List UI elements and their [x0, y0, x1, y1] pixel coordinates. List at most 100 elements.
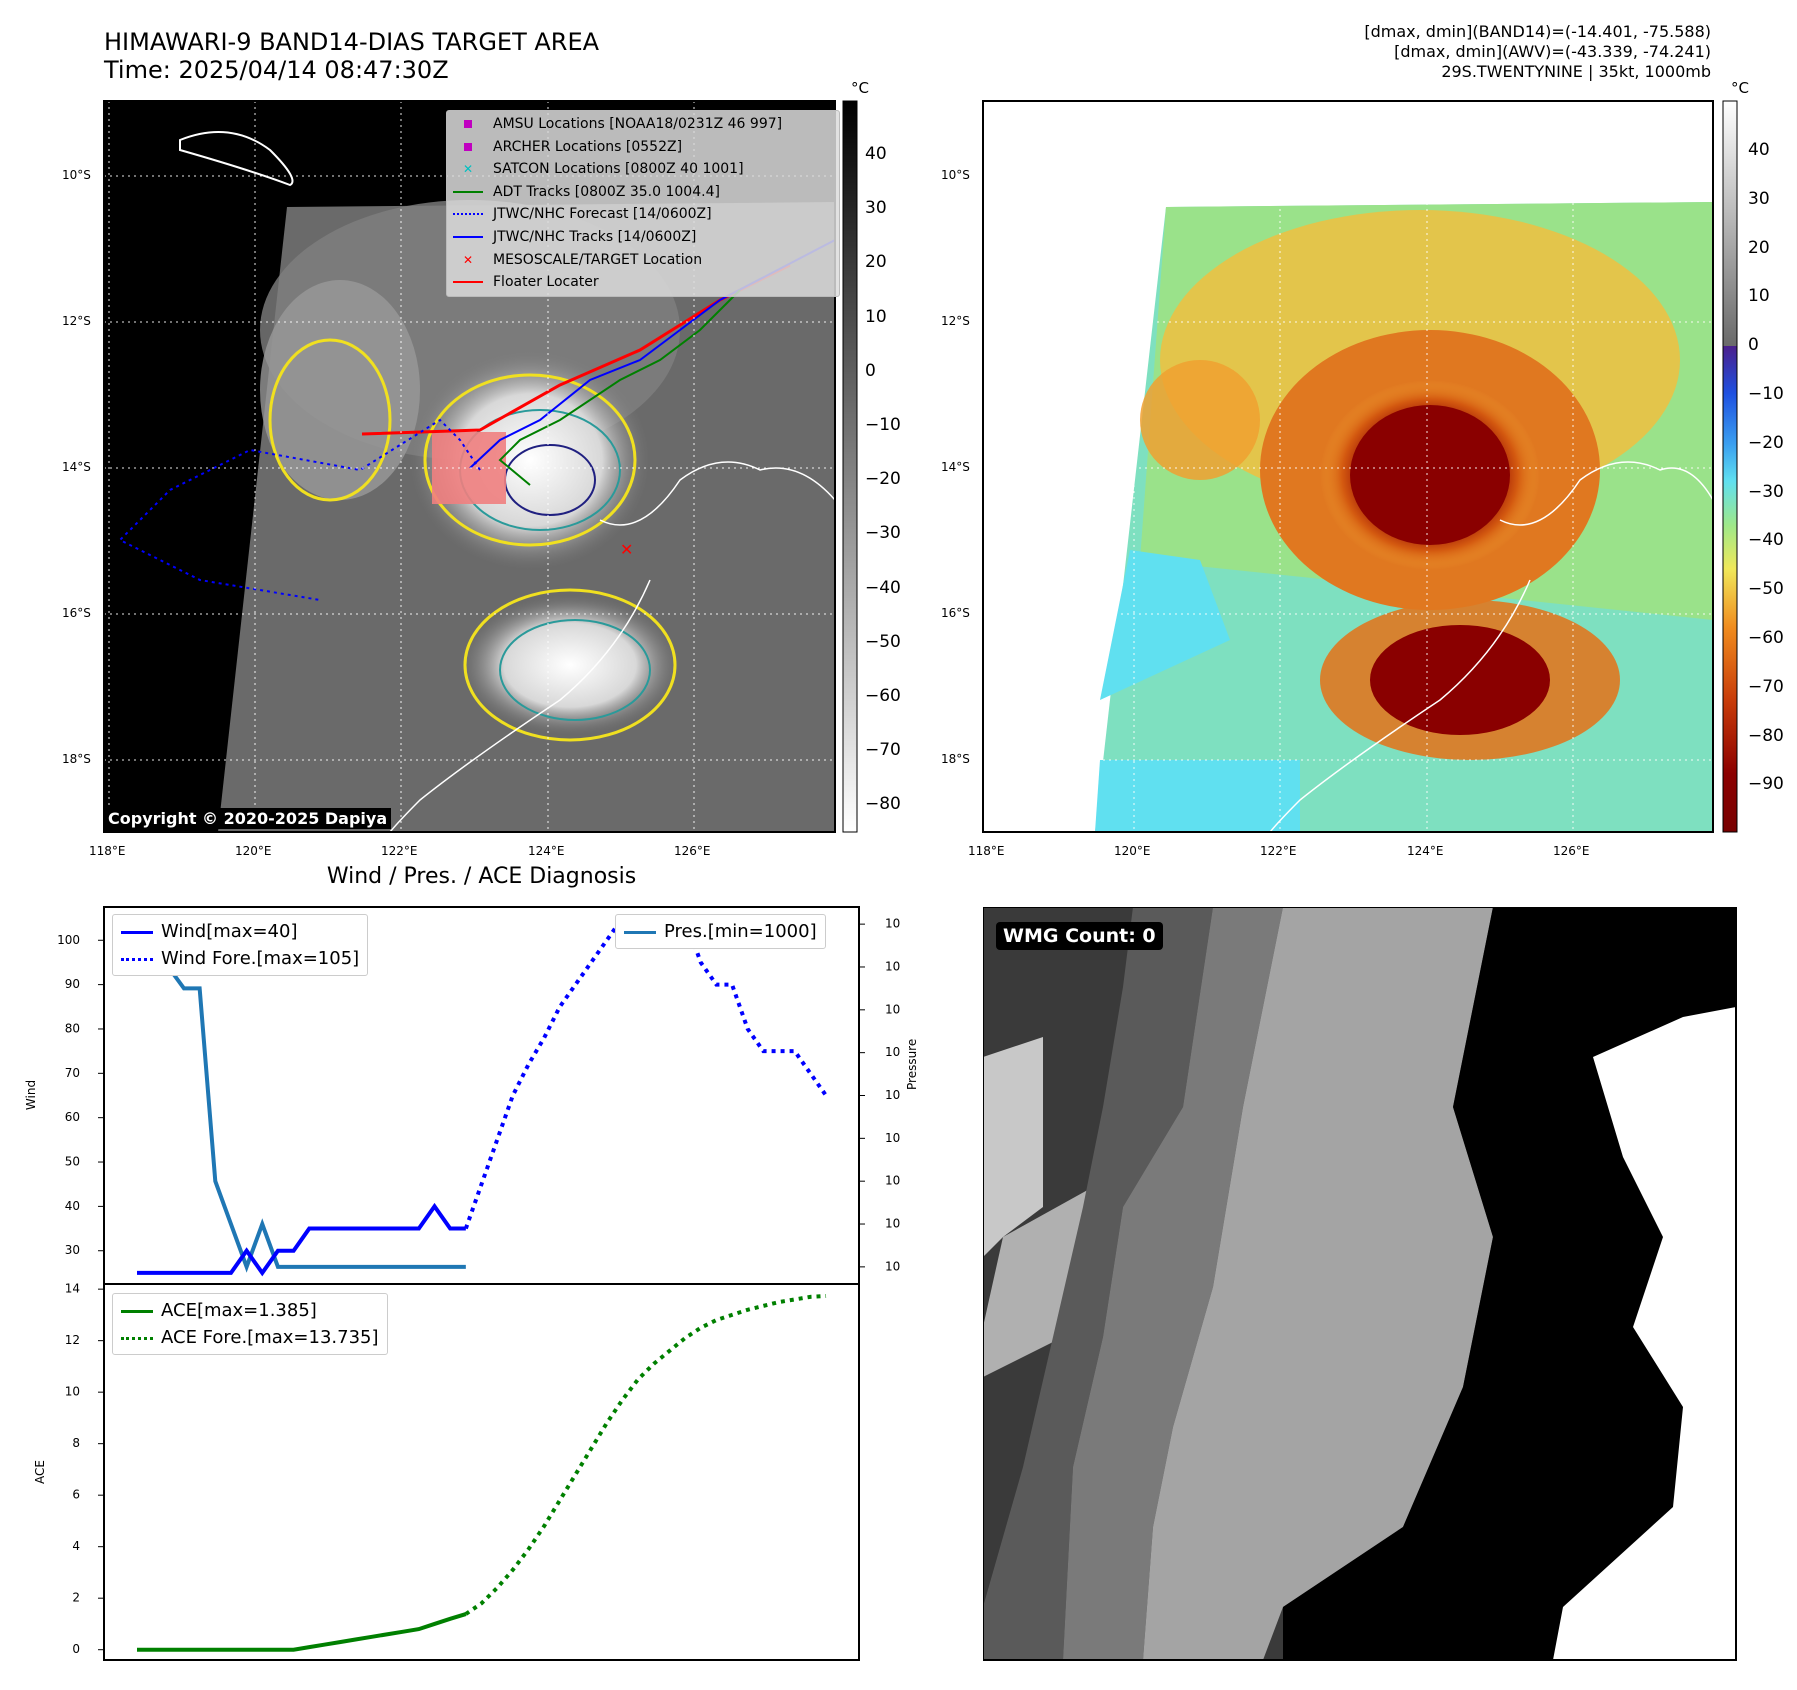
awv-colorbar — [1722, 100, 1738, 833]
band14-colorbar — [842, 100, 858, 833]
legend-label: ARCHER Locations [0552Z] — [493, 138, 683, 155]
legend-ace: ACE[max=1.385] — [121, 1297, 379, 1324]
wmg-mid-gray — [983, 907, 1213, 1660]
stats-text: [dmax, dmin](BAND14)=(-14.401, -75.588) … — [1364, 22, 1711, 82]
main-title: HIMAWARI-9 BAND14-DIAS TARGET AREA Time:… — [104, 28, 599, 84]
colorbar-tick-label: −80 — [865, 794, 901, 815]
longitude-label: 118°E — [89, 844, 126, 858]
contour-line — [423, 373, 637, 547]
legend-label: Floater Locater — [493, 274, 599, 291]
longitude-label: 124°E — [1407, 844, 1444, 858]
coastline — [1269, 579, 1531, 832]
title-line-1: HIMAWARI-9 BAND14-DIAS TARGET AREA — [104, 28, 600, 56]
colorbar-tick-label: −60 — [1748, 628, 1784, 648]
ace-tick-label: 2 — [72, 1591, 80, 1605]
colorbar-tick-label: 0 — [1748, 335, 1759, 356]
map-frame — [982, 100, 1714, 833]
southern-core — [1370, 625, 1550, 735]
longitude-label: 122°E — [1260, 844, 1297, 858]
wind-tick-label: 100 — [57, 933, 80, 947]
ace-forecast-line — [464, 1293, 827, 1616]
wind-tick-label: 50 — [65, 1155, 80, 1169]
latitude-label: 14°S — [62, 460, 91, 474]
colorbar-tick-label: −30 — [1748, 481, 1784, 502]
floater-box — [432, 432, 506, 504]
ace-tick-label: 14 — [65, 1282, 80, 1296]
cloud-band — [1140, 360, 1260, 480]
colorbar-tick-label: −80 — [1748, 725, 1784, 746]
legend-label: SATCON Locations [0800Z 40 1001] — [493, 161, 744, 178]
ace-line — [137, 1612, 467, 1652]
wind-legend: Wind[max=40] Wind Fore.[max=105] — [112, 914, 369, 976]
latitude-label: 12°S — [62, 314, 91, 328]
diag-title: Wind / Pres. / ACE Diagnosis — [326, 864, 637, 889]
map-legend-item: Floater Locater — [453, 271, 833, 294]
wmg-count: WMG Count: 0 — [996, 922, 1163, 950]
coastline — [389, 579, 651, 832]
ace-tick-label: 0 — [72, 1642, 80, 1656]
latitude-label: 16°S — [941, 606, 970, 620]
storm-info: 29S.TWENTYNINE | 35kt, 1000mb — [1441, 62, 1711, 81]
gray-colorbar-unit: °C — [851, 79, 869, 97]
ace-tick-label: 10 — [65, 1385, 80, 1399]
satellite-panels: ✕ — [103, 100, 1738, 833]
storm-eye-region — [1350, 405, 1510, 545]
pressure-tick-label: 1001 — [885, 1217, 900, 1231]
wind-tick-label: 80 — [65, 1021, 80, 1035]
pressure-tick-label: 1000 — [885, 1259, 900, 1273]
awv-map — [983, 101, 1713, 832]
colorbar-tick-label: 40 — [1748, 140, 1770, 160]
colorbar-tick-label: 20 — [865, 252, 887, 273]
map-frame — [103, 100, 836, 833]
legend-label: JTWC/NHC Forecast [14/0600Z] — [493, 206, 712, 223]
storm-core — [410, 350, 650, 570]
legend-wind-fore: Wind Fore.[max=105] — [121, 945, 359, 972]
ace-tick-label: 6 — [72, 1488, 80, 1502]
pressure-tick-label: 1002 — [885, 1174, 900, 1188]
legend-swatch — [453, 271, 483, 294]
pressure-tick-label: 1007 — [885, 959, 900, 973]
legend-swatch — [453, 181, 483, 204]
pressure-tick-label: 1005 — [885, 1045, 900, 1059]
colorbar-tick-label: −20 — [1748, 432, 1784, 453]
copyright-label: Copyright © 2020-2025 Dapiya — [104, 808, 392, 829]
wind-ylabel: Wind — [24, 1080, 38, 1110]
colorbar-tick-label: 40 — [865, 144, 887, 164]
longitude-label: 124°E — [528, 844, 565, 858]
colorbar-tick-label: −30 — [865, 523, 901, 544]
southern-convection — [460, 595, 680, 735]
map-legend-item: JTWC/NHC Forecast [14/0600Z] — [453, 203, 833, 226]
wmg-light-gray — [1143, 907, 1493, 1660]
wind-tick-label: 40 — [65, 1199, 80, 1213]
legend-ace-fore: ACE Fore.[max=13.735] — [121, 1324, 379, 1351]
pressure-tick-label: 1004 — [885, 1088, 900, 1102]
ace-tick-label: 8 — [72, 1436, 80, 1450]
latitude-label: 12°S — [941, 314, 970, 328]
lat-lon-grid — [983, 101, 1713, 832]
contour-line — [268, 338, 392, 502]
legend-swatch — [453, 203, 483, 226]
coastline — [599, 461, 835, 526]
wmg-white — [1553, 1007, 1736, 1660]
latitude-label: 10°S — [62, 168, 91, 182]
adt-track — [498, 289, 741, 486]
ace-legend: ACE[max=1.385] ACE Fore.[max=13.735] — [112, 1293, 388, 1355]
wmg-gray — [1063, 907, 1283, 1660]
pressure-tick-label: 1008 — [885, 917, 900, 931]
map-legend-item: ARCHER Locations [0552Z] — [453, 136, 833, 159]
dry-region — [1100, 550, 1230, 700]
colorbar-tick-label: 30 — [865, 198, 887, 219]
ace-tick-label: 4 — [72, 1539, 80, 1553]
colorbar-tick-label: 20 — [1748, 237, 1770, 258]
legend-swatch: ✕ — [462, 162, 474, 177]
target-marker: ✕ — [620, 540, 633, 559]
jtwc-forecast — [118, 418, 481, 601]
colorbar-tick-label: −10 — [865, 415, 901, 435]
ace-ylabel: ACE — [33, 1460, 47, 1484]
band14-range: [dmax, dmin](BAND14)=(-14.401, -75.588) — [1364, 22, 1711, 41]
cloud-band — [260, 280, 420, 500]
longitude-label: 126°E — [1553, 844, 1590, 858]
diagnosis-chart: 1009080706050403010081007100610051004100… — [24, 906, 900, 1661]
wmg-panel — [983, 907, 1737, 1661]
colorbar-tick-label: −70 — [1748, 676, 1784, 697]
